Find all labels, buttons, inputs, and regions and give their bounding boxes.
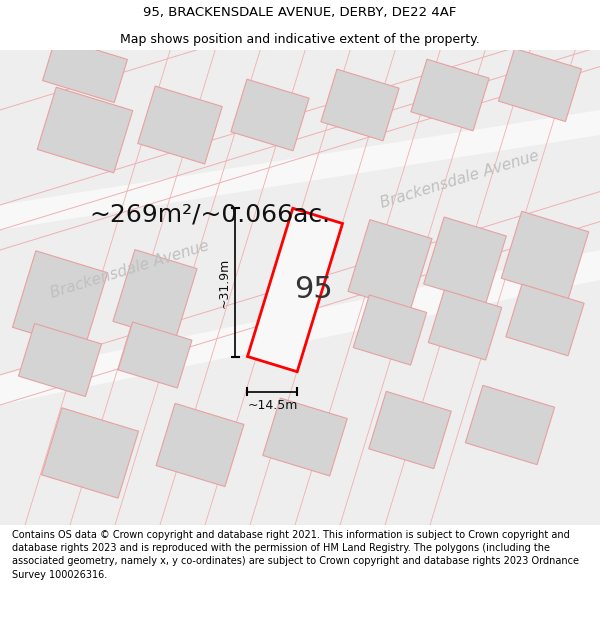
Polygon shape — [41, 408, 139, 498]
Text: ~31.9m: ~31.9m — [218, 258, 231, 308]
Polygon shape — [369, 391, 451, 469]
Text: ~14.5m: ~14.5m — [247, 399, 298, 412]
Polygon shape — [118, 322, 192, 388]
Polygon shape — [0, 110, 600, 230]
Polygon shape — [43, 38, 127, 102]
Polygon shape — [424, 217, 506, 303]
Text: Map shows position and indicative extent of the property.: Map shows position and indicative extent… — [120, 32, 480, 46]
Polygon shape — [231, 79, 309, 151]
Polygon shape — [156, 403, 244, 487]
Polygon shape — [501, 211, 589, 299]
Polygon shape — [37, 88, 133, 172]
Polygon shape — [499, 49, 581, 121]
Polygon shape — [506, 284, 584, 356]
Polygon shape — [466, 386, 554, 464]
Text: Contains OS data © Crown copyright and database right 2021. This information is : Contains OS data © Crown copyright and d… — [12, 530, 579, 579]
Polygon shape — [0, 250, 600, 405]
Text: Brackensdale Avenue: Brackensdale Avenue — [379, 149, 541, 211]
Polygon shape — [321, 69, 399, 141]
Polygon shape — [353, 295, 427, 365]
Polygon shape — [348, 219, 432, 311]
Text: 95, BRACKENSDALE AVENUE, DERBY, DE22 4AF: 95, BRACKENSDALE AVENUE, DERBY, DE22 4AF — [143, 6, 457, 19]
Polygon shape — [428, 290, 502, 360]
Text: ~269m²/~0.066ac.: ~269m²/~0.066ac. — [89, 203, 331, 227]
Polygon shape — [138, 86, 222, 164]
Polygon shape — [19, 324, 101, 396]
Polygon shape — [411, 59, 489, 131]
Polygon shape — [263, 398, 347, 476]
Polygon shape — [113, 249, 197, 341]
Polygon shape — [247, 208, 343, 372]
Polygon shape — [13, 251, 107, 349]
Text: Brackensdale Avenue: Brackensdale Avenue — [49, 239, 211, 301]
Text: 95: 95 — [293, 276, 332, 304]
